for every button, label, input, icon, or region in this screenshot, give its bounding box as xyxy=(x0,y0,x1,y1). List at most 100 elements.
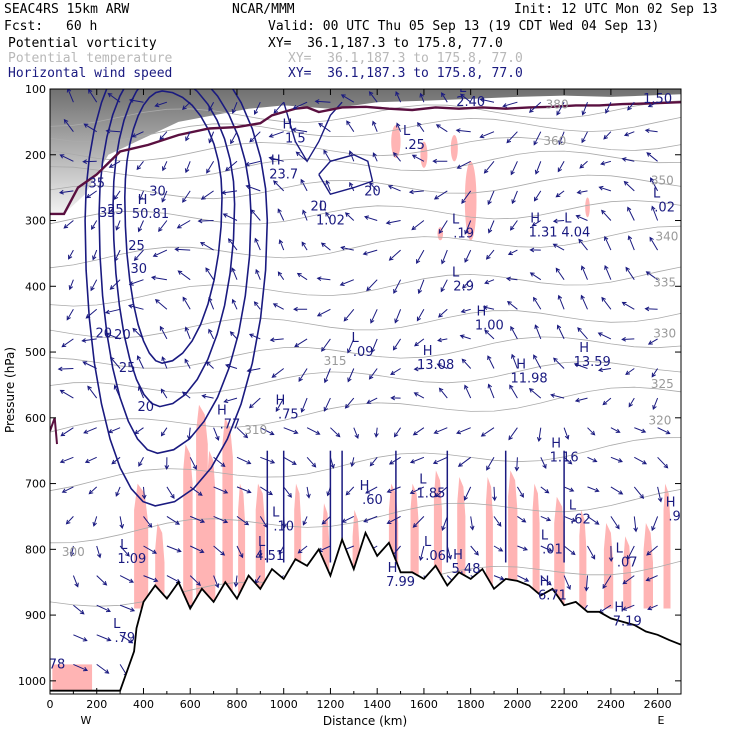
wind-vector-407 xyxy=(597,332,612,340)
extremum-value-12: 1.00 xyxy=(475,319,504,334)
extremum-kind-26: L xyxy=(120,538,128,553)
wind-vector-391 xyxy=(574,397,588,403)
extremum-kind-25: L xyxy=(258,535,266,550)
wind-vector-296 xyxy=(455,128,471,133)
wind-vector-382 xyxy=(581,131,588,144)
wind-vector-62 xyxy=(136,160,144,171)
wind-vector-297 xyxy=(456,160,471,169)
wind-vector-14 xyxy=(65,516,74,525)
wind-label-30-0: 30 xyxy=(149,185,166,200)
theta-contour-350 xyxy=(50,174,681,200)
wind-vector-189 xyxy=(298,368,308,382)
wind-vector-159 xyxy=(260,486,273,496)
wind-vector-353 xyxy=(533,296,542,310)
wind-vector-0 xyxy=(66,89,74,103)
wind-vector-183 xyxy=(300,178,308,192)
theta-contour-335 xyxy=(50,266,681,307)
wind-vector-15 xyxy=(69,545,75,557)
wind-vector-138 xyxy=(224,363,238,369)
wind-vector-401 xyxy=(600,160,612,166)
extremum-value-19: 1.16 xyxy=(550,450,579,465)
x-tick-label-2600: 2600 xyxy=(644,698,672,711)
wind-vector-253 xyxy=(392,338,402,351)
pv-upper-patch-4 xyxy=(585,197,590,218)
wind-vector-94 xyxy=(182,101,191,111)
extremum-value-28: .06 xyxy=(425,549,446,564)
wind-vector-426 xyxy=(625,368,635,376)
theta-label-325: 325 xyxy=(651,377,674,391)
y-tick-label-900: 900 xyxy=(25,609,46,622)
wind-vector-98 xyxy=(176,220,191,229)
extremum-kind-14: H xyxy=(423,344,433,359)
wind-vector-144 xyxy=(236,545,244,559)
wind-vector-226 xyxy=(345,486,355,496)
pv-tower-6 xyxy=(238,483,246,609)
pv-upper-patch-3 xyxy=(450,135,458,162)
extremum-kind-4: L xyxy=(459,81,467,96)
wind-vector-262 xyxy=(417,121,425,132)
wind-vector-16 xyxy=(72,575,79,588)
theta-label-315: 315 xyxy=(324,354,347,368)
theta-contour-320 xyxy=(50,360,681,394)
wind-vector-34 xyxy=(92,516,98,527)
wind-vector-40 xyxy=(107,92,121,103)
wind-vector-185 xyxy=(301,241,308,251)
wind-vector-256 xyxy=(393,427,402,438)
x-tick-label-1400: 1400 xyxy=(363,698,391,711)
extremum-kind-18: H xyxy=(275,394,285,409)
wind-vector-84 xyxy=(154,299,168,310)
wind-vector-27 xyxy=(85,308,98,319)
extremum-value-14: 13.08 xyxy=(417,358,454,373)
extremum-kind-23: H xyxy=(666,495,676,510)
wind-vector-213 xyxy=(340,94,355,103)
pv-tower-22 xyxy=(643,523,653,609)
pv-tower-15 xyxy=(485,477,493,609)
theta-label-380: 380 xyxy=(546,98,569,112)
wind-vector-411 xyxy=(610,456,623,463)
wind-vector-309 xyxy=(469,516,475,531)
wind-vector-280 xyxy=(432,158,448,164)
wind-vector-374 xyxy=(563,427,570,440)
theta-contour-340 xyxy=(50,225,681,269)
extremum-value-8: 1.31 xyxy=(529,225,558,240)
wind-vector-331 xyxy=(510,161,518,176)
y-tick-label-200: 200 xyxy=(25,149,46,162)
wind-vector-196 xyxy=(314,99,331,104)
wind-vector-441 xyxy=(645,271,658,281)
wind-vector-22 xyxy=(82,159,97,165)
wind-vector-242 xyxy=(365,486,378,494)
pv-upper-patch-1 xyxy=(391,125,401,159)
extremum-value-16: 13.59 xyxy=(574,355,611,370)
wind-vector-328 xyxy=(493,575,505,581)
wind-vector-206 xyxy=(323,397,331,412)
wind-vector-365 xyxy=(557,161,565,173)
extremum-kind-12: H xyxy=(476,305,486,320)
y-tick-label-300: 300 xyxy=(25,215,46,228)
terrain-line xyxy=(50,530,681,692)
wind-vector-326 xyxy=(493,516,502,527)
wind-vector-282 xyxy=(438,220,448,234)
wind-vector-231 xyxy=(372,152,378,162)
wind-vector-404 xyxy=(604,235,612,251)
wind-vector-388 xyxy=(580,294,588,310)
theta-contour-345 xyxy=(50,200,681,225)
extremum-value-1: 23.7 xyxy=(269,167,298,182)
wind-vector-126 xyxy=(213,515,229,524)
wind-vector-52 xyxy=(111,456,121,465)
wind-vector-69 xyxy=(136,355,144,369)
wind-vector-219 xyxy=(339,279,354,286)
wind-vector-344 xyxy=(517,545,528,551)
field-name-pv: Potential vorticity xyxy=(8,36,157,51)
pv-upper-patch-0 xyxy=(464,161,477,241)
wind-label-35-1: 35 xyxy=(88,177,105,192)
wind-vector-4 xyxy=(63,220,74,229)
wind-contour-30-1 xyxy=(112,89,236,408)
wind-vector-301 xyxy=(461,279,472,289)
wind-vector-450 xyxy=(646,545,658,556)
wind-vector-18 xyxy=(73,634,88,642)
extremum-kind-2: L xyxy=(319,200,327,215)
wind-vector-122 xyxy=(201,394,214,399)
wind-vector-438 xyxy=(650,177,659,192)
wind-vector-143 xyxy=(236,515,250,526)
wind-vector-192 xyxy=(306,456,317,468)
